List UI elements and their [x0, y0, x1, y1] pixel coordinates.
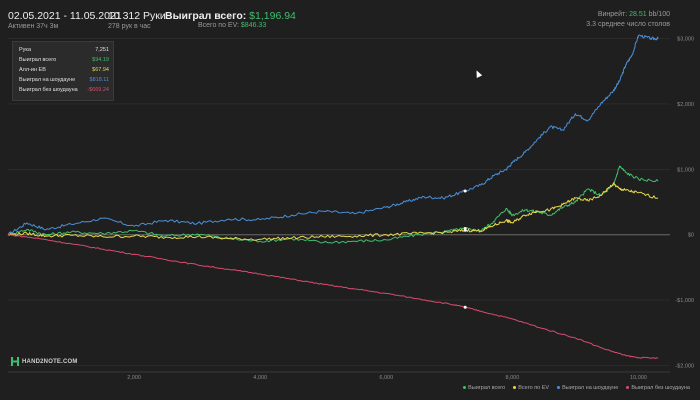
- tooltip-label: Рука: [19, 47, 32, 53]
- y-tick-label: -$2,000: [675, 363, 694, 369]
- legend-item[interactable]: Всего по EV: [513, 385, 549, 391]
- legend-dot-icon: [513, 386, 517, 390]
- tooltip-value: 7,251: [95, 47, 109, 53]
- brand-label: HAND2NOTE.COM: [22, 359, 78, 366]
- header: 02.05.2021 - 11.05.2021 Активен 37ч 3м 1…: [0, 0, 700, 40]
- hover-point: [463, 305, 467, 309]
- winrate-suffix: bb/100: [648, 11, 670, 18]
- legend-label: Выиграл на шоудауне: [562, 385, 619, 391]
- x-tick-label: 4,000: [253, 375, 267, 381]
- x-axis-ticks: 2,000 4,000 6,000 8,000 10,000: [127, 375, 647, 381]
- hover-point: [463, 228, 467, 232]
- legend-item[interactable]: Выиграл всего: [463, 385, 505, 391]
- y-tick-label: $1,000: [677, 167, 694, 173]
- tooltip-value: $818.11: [89, 77, 109, 83]
- chart-markers: [463, 189, 467, 309]
- won-label: Выиграл всего:: [165, 10, 247, 22]
- tooltip-label: Выиграл всего: [19, 57, 57, 63]
- won-value: $1,196.94: [249, 10, 296, 22]
- ev-label: Всего по EV:: [198, 22, 239, 29]
- hover-point: [463, 189, 467, 193]
- brand: HAND2NOTE.COM: [11, 357, 78, 366]
- ev-value: $846.33: [240, 22, 267, 29]
- winrate-value: 28.51: [629, 11, 647, 18]
- date-range: 02.05.2021 - 11.05.2021: [8, 10, 122, 22]
- x-tick-label: 6,000: [379, 375, 393, 381]
- ev-total: Всего по EV: $846.33: [198, 22, 266, 29]
- x-tick-label: 10,000: [630, 375, 647, 381]
- tooltip-label: Выиграл без шоудауна: [19, 87, 78, 93]
- legend-label: Всего по EV: [518, 385, 550, 391]
- y-tick-label: $0: [688, 233, 694, 239]
- legend-label: Выиграл без шоудауна: [631, 385, 690, 391]
- legend-dot-icon: [463, 386, 467, 390]
- tooltip-row: Выиграл без шоудауна -$669.24: [19, 85, 109, 95]
- tooltip-value: $67.94: [92, 67, 109, 73]
- hand2note-logo-icon: [11, 357, 19, 366]
- y-tick-label: $3,000: [677, 37, 694, 43]
- hover-tooltip: Рука 7,251 Выиграл всего $94.19 Алл-ин EB $67…: [12, 41, 114, 101]
- chart-grid: [8, 38, 670, 373]
- y-tick-label: -$1,000: [675, 298, 694, 304]
- legend-item[interactable]: Выиграл без шоудауна: [626, 385, 690, 391]
- tooltip-row: Рука 7,251: [19, 45, 109, 55]
- legend-label: Выиграл всего: [468, 385, 506, 391]
- chart-legend: Выиграл всего Всего по EV Выиграл на шоуда…: [455, 385, 690, 391]
- avg-tables: 3.3 среднее число столов: [586, 21, 670, 28]
- x-tick-label: 8,000: [505, 375, 519, 381]
- tooltip-row: Выиграл всего $94.19: [19, 55, 109, 65]
- tooltip-label: Выиграл на шоудауне: [19, 77, 76, 83]
- legend-dot-icon: [557, 386, 561, 390]
- y-tick-label: $2,000: [677, 102, 694, 108]
- tooltip-row: Выиграл на шоудауне $818.11: [19, 75, 109, 85]
- legend-dot-icon: [626, 386, 630, 390]
- series-line-3: [7, 234, 659, 359]
- hands-rate: 278 рук в час: [108, 23, 151, 30]
- tooltip-value: -$669.24: [87, 87, 109, 93]
- y-axis-ticks: -$2,000 -$1,000 $0 $1,000 $2,000 $3,000: [675, 37, 694, 370]
- hands-count: 10 312 Руки: [108, 10, 166, 22]
- legend-item[interactable]: Выиграл на шоудауне: [557, 385, 618, 391]
- x-tick-label: 2,000: [127, 375, 141, 381]
- series-line-1: [7, 165, 659, 244]
- active-time: Активен 37ч 3м: [8, 23, 59, 30]
- winrate-label: Винрейт:: [597, 11, 628, 18]
- tooltip-label: Алл-ин EB: [19, 67, 46, 73]
- series-line-0: [7, 34, 659, 235]
- tooltip-value: $94.19: [92, 57, 109, 63]
- won-total: Выиграл всего: $1,196.94: [165, 10, 296, 22]
- winrate: Винрейт: 28.51 bb/100: [598, 11, 670, 18]
- tooltip-row: Алл-ин EB $67.94: [19, 65, 109, 75]
